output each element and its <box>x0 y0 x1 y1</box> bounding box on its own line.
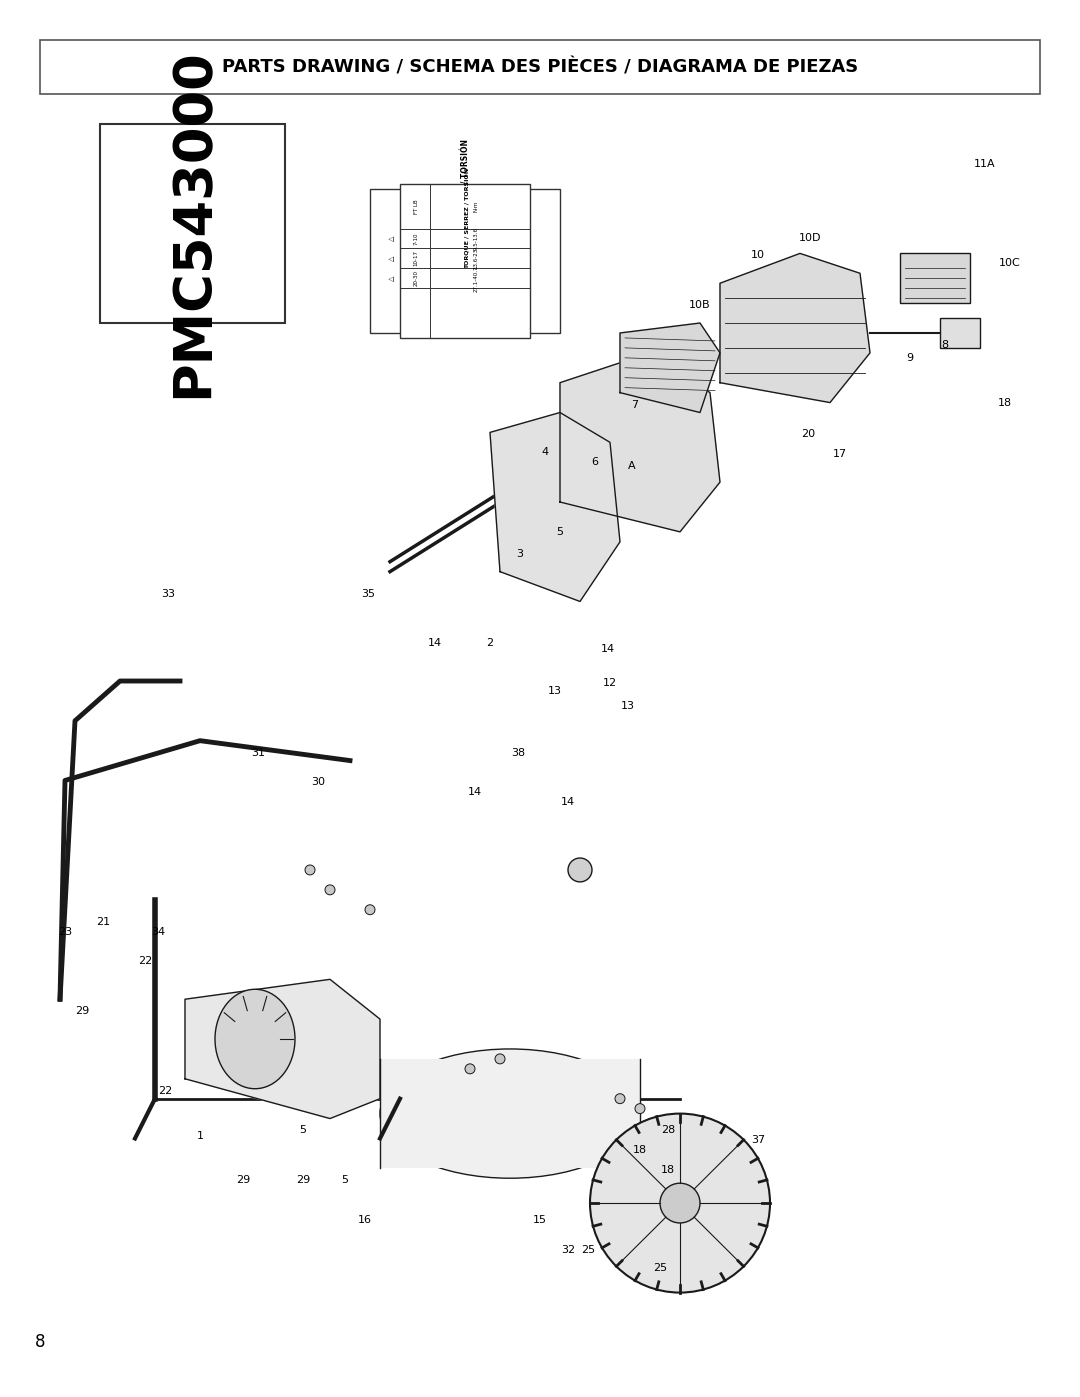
Circle shape <box>615 1094 625 1104</box>
Text: △: △ <box>389 275 395 281</box>
Bar <box>400 184 530 338</box>
Text: 5: 5 <box>299 1126 307 1136</box>
Text: 22: 22 <box>138 957 152 967</box>
Text: 4: 4 <box>541 447 549 457</box>
Text: 8: 8 <box>35 1333 45 1351</box>
FancyBboxPatch shape <box>370 189 561 332</box>
Circle shape <box>635 1104 645 1113</box>
Polygon shape <box>620 323 720 412</box>
Text: 8: 8 <box>942 339 948 349</box>
Text: 9: 9 <box>906 353 914 363</box>
Text: 14: 14 <box>561 798 575 807</box>
Circle shape <box>660 1183 700 1222</box>
Polygon shape <box>185 979 380 1119</box>
Text: 20-30: 20-30 <box>414 270 419 286</box>
Text: 34: 34 <box>151 926 165 936</box>
Text: 14: 14 <box>428 638 442 648</box>
Text: 33: 33 <box>161 588 175 598</box>
Text: 20: 20 <box>801 429 815 440</box>
Text: 15: 15 <box>534 1215 546 1225</box>
Text: 18: 18 <box>633 1146 647 1155</box>
Circle shape <box>495 1053 505 1065</box>
Text: A: A <box>629 461 636 471</box>
Text: 30: 30 <box>311 778 325 788</box>
Text: 1: 1 <box>197 1132 203 1141</box>
Text: 14: 14 <box>600 644 616 654</box>
Polygon shape <box>720 253 870 402</box>
Text: N·m: N·m <box>473 201 478 212</box>
Text: FT LB: FT LB <box>414 200 419 214</box>
Text: 23: 23 <box>58 926 72 936</box>
Text: 22: 22 <box>158 1085 172 1095</box>
Text: 17: 17 <box>833 450 847 460</box>
Bar <box>380 1059 640 1168</box>
Text: 2: 2 <box>486 638 494 648</box>
Text: 27.1-40.7: 27.1-40.7 <box>473 265 478 292</box>
Circle shape <box>325 884 335 895</box>
Circle shape <box>465 1065 475 1074</box>
Ellipse shape <box>380 1049 640 1178</box>
Text: 10D: 10D <box>799 233 821 243</box>
Polygon shape <box>561 353 720 532</box>
Text: 10B: 10B <box>689 300 711 310</box>
Text: 9.5-13.6: 9.5-13.6 <box>473 226 478 250</box>
Text: 5: 5 <box>556 527 564 536</box>
Circle shape <box>305 865 315 875</box>
Text: 10: 10 <box>751 250 765 260</box>
Text: 11A: 11A <box>974 159 996 169</box>
FancyBboxPatch shape <box>40 39 1040 95</box>
Text: △: △ <box>389 256 395 261</box>
Polygon shape <box>490 412 620 602</box>
Text: 31: 31 <box>251 747 265 757</box>
Text: 7-10: 7-10 <box>414 232 419 244</box>
Text: 12: 12 <box>603 678 617 687</box>
Text: 28: 28 <box>661 1126 675 1136</box>
Ellipse shape <box>215 989 295 1088</box>
Bar <box>900 253 970 303</box>
Circle shape <box>365 905 375 915</box>
Text: 25: 25 <box>581 1245 595 1255</box>
Text: 29: 29 <box>296 1175 310 1185</box>
Text: TORQUE / SERREZ / TORSIÓN: TORQUE / SERREZ / TORSIÓN <box>465 168 471 270</box>
Text: 21: 21 <box>96 916 110 926</box>
FancyBboxPatch shape <box>100 124 285 323</box>
Text: 38: 38 <box>511 747 525 757</box>
Text: 29: 29 <box>75 1006 90 1016</box>
Text: 35: 35 <box>361 588 375 598</box>
Text: 18: 18 <box>661 1165 675 1175</box>
Text: 32: 32 <box>561 1245 575 1255</box>
Text: 18: 18 <box>998 398 1012 408</box>
Text: 7: 7 <box>632 400 638 409</box>
Bar <box>940 319 980 348</box>
Text: 29: 29 <box>235 1175 251 1185</box>
Text: 16: 16 <box>357 1215 372 1225</box>
Text: 5: 5 <box>341 1175 349 1185</box>
Circle shape <box>590 1113 770 1292</box>
Text: TORQUE / SERREZ / TORSIÓN: TORQUE / SERREZ / TORSIÓN <box>460 138 470 263</box>
Text: PMC543000: PMC543000 <box>167 49 219 398</box>
Text: 3: 3 <box>516 549 524 559</box>
Text: 37: 37 <box>751 1136 765 1146</box>
Text: 6: 6 <box>592 457 598 467</box>
Text: 13: 13 <box>548 686 562 696</box>
Circle shape <box>568 858 592 882</box>
Text: 13: 13 <box>621 701 635 711</box>
Text: PARTS DRAWING / SCHEMA DES PIÈCES / DIAGRAMA DE PIEZAS: PARTS DRAWING / SCHEMA DES PIÈCES / DIAG… <box>221 59 859 77</box>
Text: △: △ <box>389 236 395 242</box>
Text: 25: 25 <box>653 1263 667 1273</box>
Text: 13.6-23: 13.6-23 <box>473 247 478 270</box>
Text: 10C: 10C <box>999 258 1021 268</box>
Text: 14: 14 <box>468 788 482 798</box>
Text: 10-17: 10-17 <box>414 250 419 267</box>
